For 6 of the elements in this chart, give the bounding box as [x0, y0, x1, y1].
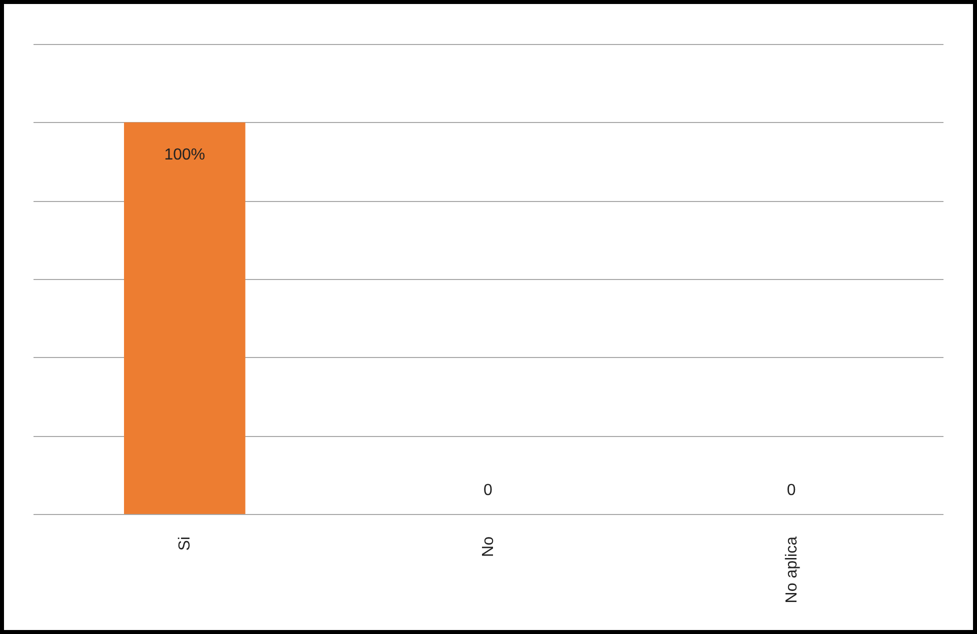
x-tick-label: No [480, 536, 497, 557]
x-tick-label: No aplica [783, 536, 800, 604]
data-label: 0 [786, 482, 796, 499]
data-label: 0 [484, 482, 493, 499]
data-label: 100% [164, 146, 206, 164]
x-tick-label: Si [176, 536, 194, 551]
